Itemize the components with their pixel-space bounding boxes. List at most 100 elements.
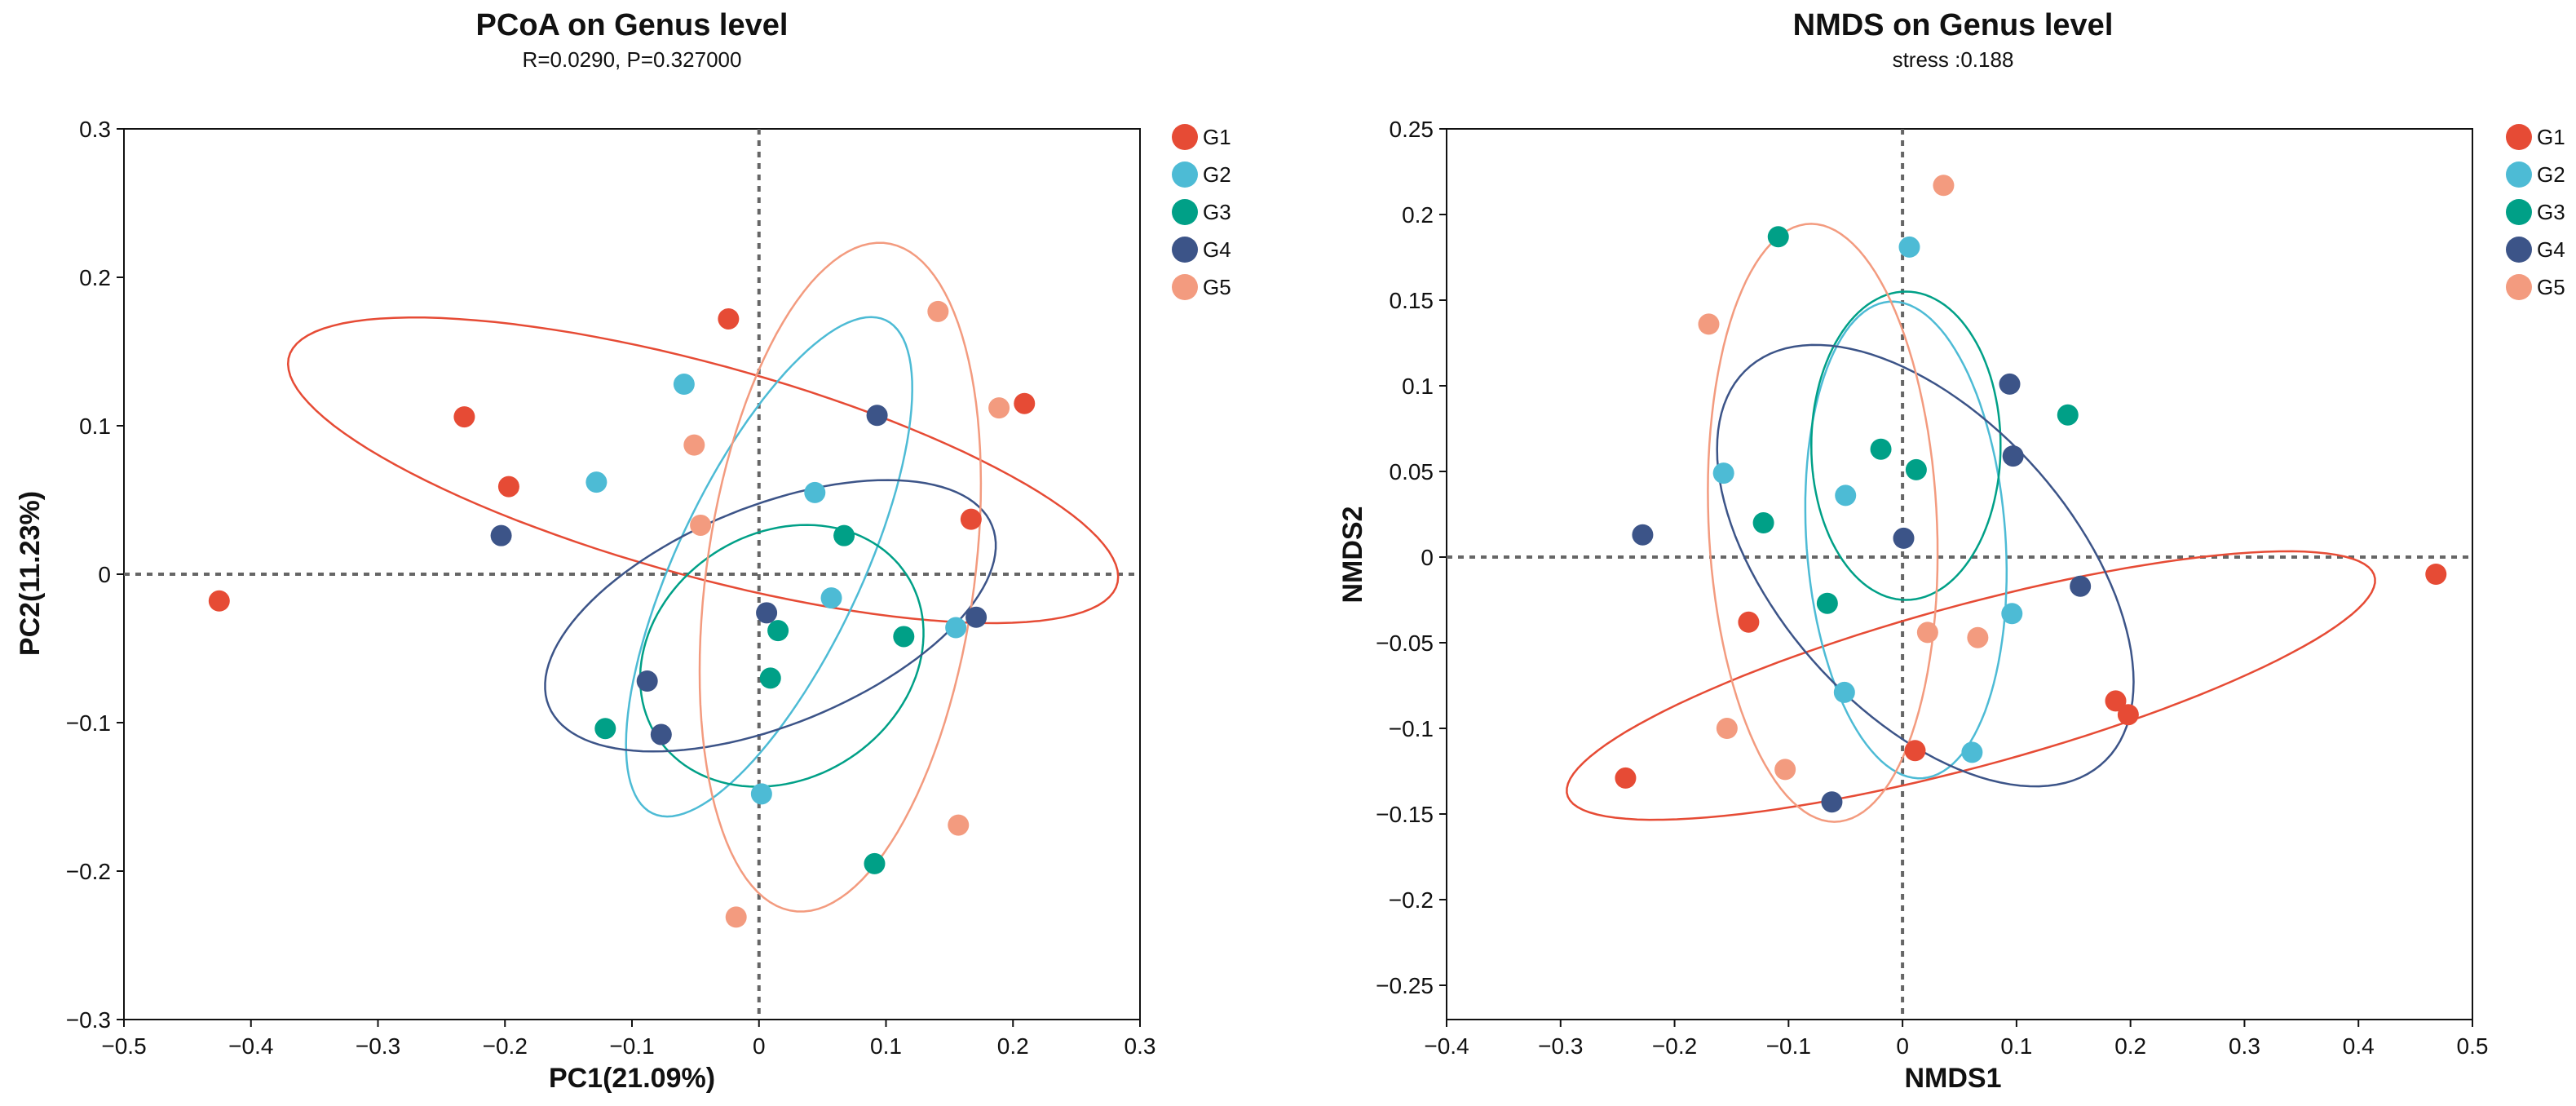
pcoa-x-tick-label: −0.4 [228,1033,273,1059]
nmds-y-tick-label: 0.25 [1390,117,1434,142]
nmds-point-g2 [1712,462,1734,484]
nmds-ellipse-g2 [1804,300,2008,780]
pcoa-ellipse-g1 [286,316,1120,625]
pcoa-y-axis-label: PC2(11.23%) [15,491,46,656]
nmds-point-g4 [1632,524,1654,546]
nmds-point-g1 [2117,704,2139,726]
nmds-point-g4 [1893,527,1915,549]
pcoa-legend-marker-g2 [1172,161,1198,188]
pcoa-point-g1 [208,590,230,612]
pcoa-point-g1 [453,406,475,428]
nmds-x-tick-label: 0 [1896,1033,1909,1059]
pcoa-point-g2 [820,587,842,609]
pcoa-x-tick-label: 0 [753,1033,766,1059]
pcoa-title: PCoA on Genus level [476,8,789,42]
pcoa-point-g2 [945,617,967,639]
pcoa-legend-marker-g5 [1172,274,1198,300]
pcoa-point-g2 [804,481,826,503]
pcoa-point-g4 [636,670,658,692]
pcoa-point-g4 [965,606,988,628]
nmds-chart: NMDS on Genus level stress :0.188 NMDS1 … [1337,8,2565,1094]
pcoa-point-g3 [759,667,781,689]
pcoa-legend-marker-g4 [1172,237,1198,263]
nmds-point-g1 [2425,564,2447,585]
nmds-point-g1 [1738,611,1760,633]
nmds-title: NMDS on Genus level [1793,8,2114,42]
nmds-x-tick-label: −0.2 [1652,1033,1697,1059]
nmds-point-g2 [2001,603,2023,625]
pcoa-point-g4 [866,405,888,427]
nmds-point-g3 [1816,592,1838,614]
nmds-point-g2 [1898,236,1920,258]
nmds-point-g5 [1916,622,1938,644]
nmds-y-axis-label: NMDS2 [1337,506,1368,603]
nmds-point-g4 [2070,575,2092,597]
nmds-point-g3 [1870,438,1892,460]
pcoa-x-tick-label: 0.1 [870,1033,902,1059]
pcoa-point-g2 [750,783,772,805]
nmds-point-g2 [1835,484,1857,507]
pcoa-point-g3 [594,718,616,740]
pcoa-chart: PCoA on Genus level R=0.0290, P=0.327000… [15,8,1231,1094]
pcoa-point-g5 [725,906,747,928]
pcoa-subtitle: R=0.0290, P=0.327000 [523,47,742,72]
nmds-legend-marker-g2 [2506,161,2532,188]
nmds-y-tick-label: −0.15 [1376,802,1434,827]
pcoa-ellipse-g4 [544,479,997,753]
pcoa-y-tick-label: 0 [98,562,111,587]
nmds-ellipse-g5 [1707,223,1939,823]
pcoa-point-g4 [490,524,512,546]
pcoa-ellipse-g3 [638,524,925,788]
pcoa-point-g3 [893,626,915,648]
pcoa-y-tick-label: −0.2 [66,859,111,884]
nmds-ellipse-g1 [1566,550,2376,821]
nmds-legend-label-g2: G2 [2537,162,2565,187]
pcoa-point-g1 [960,508,982,530]
nmds-point-g3 [1752,512,1774,533]
pcoa-x-tick-label: −0.3 [356,1033,400,1059]
pcoa-y-tick-label: −0.1 [66,710,111,736]
nmds-point-g5 [1967,626,1989,648]
nmds-point-g1 [1615,767,1637,789]
nmds-point-g1 [2105,690,2127,712]
pcoa-point-g2 [585,471,608,493]
nmds-point-g4 [1999,373,2021,395]
nmds-point-g3 [1905,458,1927,480]
pcoa-point-g5 [988,397,1010,419]
pcoa-legend-label-g5: G5 [1203,275,1231,299]
nmds-y-tick-label: −0.1 [1389,716,1434,741]
nmds-x-tick-label: 0.3 [2229,1033,2260,1059]
nmds-point-g3 [2057,404,2079,426]
nmds-y-tick-label: −0.2 [1389,887,1434,913]
pcoa-x-axis-label: PC1(21.09%) [549,1063,715,1094]
nmds-x-tick-label: 0.1 [2000,1033,2032,1059]
pcoa-point-g2 [673,374,695,396]
nmds-legend-marker-g3 [2506,199,2532,225]
pcoa-point-g3 [767,620,789,642]
nmds-x-tick-label: 0.2 [2114,1033,2146,1059]
nmds-plot-frame [1446,128,2473,1020]
nmds-point-g1 [1904,740,1926,762]
nmds-x-tick-label: 0.5 [2457,1033,2489,1059]
nmds-x-tick-label: −0.4 [1424,1033,1469,1059]
nmds-point-g5 [1774,759,1796,781]
nmds-y-tick-label: 0.2 [1402,202,1434,228]
pcoa-point-g5 [927,300,949,322]
nmds-legend-label-g5: G5 [2537,275,2565,299]
nmds-point-g3 [1767,226,1789,248]
nmds-point-g5 [1933,175,1955,197]
nmds-y-tick-label: −0.05 [1376,630,1434,656]
pcoa-x-tick-label: −0.1 [609,1033,654,1059]
nmds-ellipse-g4 [1716,343,2135,788]
pcoa-point-g3 [864,852,886,874]
pcoa-legend-label-g1: G1 [1203,125,1231,149]
nmds-point-g5 [1698,313,1720,335]
pcoa-legend-label-g4: G4 [1203,237,1231,262]
pcoa-point-g1 [1014,392,1036,414]
pcoa-y-tick-label: 0.3 [79,117,111,142]
nmds-legend-marker-g4 [2506,237,2532,263]
nmds-point-g2 [1833,681,1855,703]
nmds-legend-marker-g5 [2506,274,2532,300]
pcoa-point-g5 [690,514,712,536]
pcoa-x-tick-label: 0.3 [1125,1033,1156,1059]
